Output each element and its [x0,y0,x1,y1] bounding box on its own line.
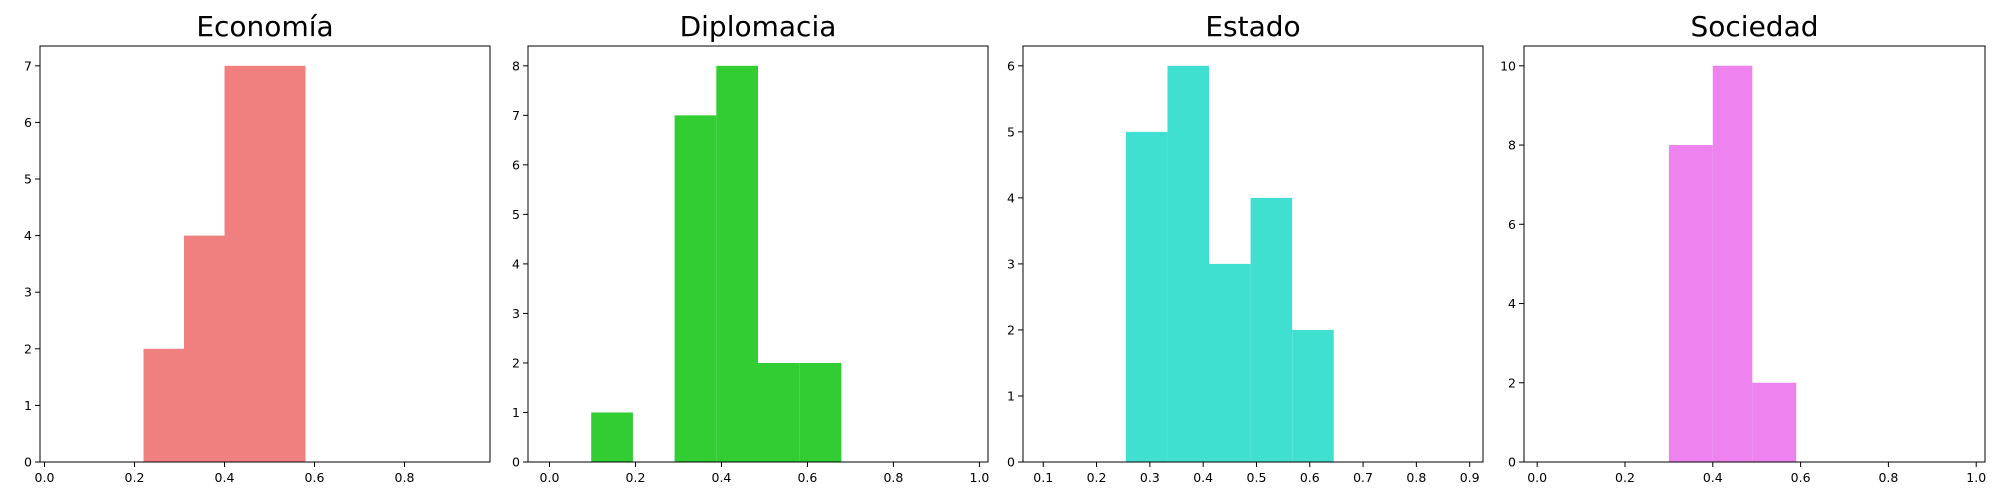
panel-title: Economía [196,10,333,43]
y-tick-label: 0 [1007,455,1015,470]
y-tick-label: 1 [512,405,520,420]
x-tick-label: 0.4 [712,470,732,485]
x-tick-label: 0.4 [1703,470,1723,485]
y-tick-label: 6 [1007,58,1015,73]
x-tick-label: 0.8 [395,470,415,485]
y-tick-label: 7 [24,58,32,73]
x-tick-label: 0.2 [125,470,145,485]
x-tick-label: 0.3 [1140,470,1160,485]
y-tick-label: 5 [24,172,32,187]
y-tick-label: 8 [512,58,520,73]
y-tick-label: 5 [512,207,520,222]
y-tick-label: 10 [1500,58,1516,73]
histogram-bar-0-2 [224,65,265,463]
panel-title: Diplomacia [680,10,837,43]
y-tick-label: 2 [24,341,32,356]
x-tick-label: 0.1 [1033,470,1053,485]
histogram-bar-1-3 [716,65,758,463]
histogram-bar-3-0 [1668,145,1713,463]
plot-frame [39,45,491,463]
x-tick-label: 0.0 [1527,470,1547,485]
histogram-bar-2-2 [1209,263,1251,462]
y-tick-label: 4 [24,228,32,243]
y-tick-label: 0 [24,455,32,470]
panel-3: 0.0 0.2 0.4 0.6 0.8 1.0 0 2 4 6 8 10 Sociedad [1500,10,1986,485]
x-tick-label: 0.2 [1087,470,1107,485]
plot-frame [527,45,989,463]
panel-0: 0.0 0.2 0.4 0.6 0.8 0 1 2 3 4 5 6 7 Economía [24,10,491,485]
y-tick-label: 0 [512,455,520,470]
y-tick-label: 6 [24,115,32,130]
y-tick-label: 1 [1007,388,1015,403]
x-tick-label: 0.2 [626,470,646,485]
y-tick-label: 7 [512,108,520,123]
x-tick-label: 0.6 [305,470,325,485]
y-tick-label: 4 [1508,296,1516,311]
panel-title: Estado [1205,10,1300,43]
y-tick-label: 3 [24,285,32,300]
histogram-bar-2-1 [1167,65,1210,463]
x-tick-label: 0.7 [1353,470,1373,485]
histogram-bar-3-1 [1712,65,1753,463]
y-tick-label: 2 [1007,322,1015,337]
x-tick-label: 1.0 [969,470,989,485]
x-tick-label: 0.6 [1300,470,1320,485]
histogram-bar-1-5 [799,362,842,462]
histogram-bar-2-3 [1250,197,1293,462]
y-tick-label: 8 [1508,138,1516,153]
plot-frame [1523,45,1986,463]
y-tick-label: 5 [1007,124,1015,139]
y-tick-label: 2 [512,355,520,370]
x-tick-label: 0.9 [1460,470,1480,485]
plot-frame [1022,45,1484,463]
y-tick-label: 2 [1508,375,1516,390]
y-tick-label: 4 [512,256,520,271]
x-tick-label: 0.4 [215,470,235,485]
y-tick-label: 3 [512,306,520,321]
y-tick-label: 6 [512,157,520,172]
x-tick-label: 0.0 [35,470,55,485]
x-tick-label: 1.0 [1966,470,1986,485]
histogram-bar-2-0 [1125,131,1168,463]
y-tick-label: 4 [1007,190,1015,205]
panel-1: 0.0 0.2 0.4 0.6 0.8 1.0 0 1 2 3 4 5 6 7 8 Diplomacia [512,10,989,485]
x-tick-label: 0.6 [1791,470,1811,485]
histogram-bar-1-2 [674,115,717,462]
panel-2: 0.1 0.2 0.3 0.4 0.5 0.6 0.7 0.8 0.9 0 1 2 3 4 5 6 Estado [1007,10,1484,485]
x-tick-label: 0.5 [1247,470,1267,485]
histogram-bar-1-4 [758,362,800,462]
y-tick-label: 3 [1007,256,1015,271]
x-tick-label: 0.8 [1406,470,1426,485]
x-tick-label: 0.2 [1615,470,1635,485]
histogram-bar-1-0 [591,412,633,462]
histogram-bar-3-2 [1752,382,1797,462]
x-tick-label: 0.6 [797,470,817,485]
histogram-bar-2-4 [1292,329,1334,462]
histogram-bar-0-1 [184,235,225,462]
x-tick-label: 0.4 [1193,470,1213,485]
y-tick-label: 0 [1508,455,1516,470]
x-tick-label: 0.8 [883,470,903,485]
histogram-bar-0-0 [143,348,184,462]
y-tick-label: 6 [1508,217,1516,232]
y-tick-label: 1 [24,398,32,413]
histogram-bar-0-3 [265,65,306,463]
x-tick-label: 0.8 [1878,470,1898,485]
x-tick-label: 0.0 [540,470,560,485]
panel-title: Sociedad [1690,10,1818,43]
